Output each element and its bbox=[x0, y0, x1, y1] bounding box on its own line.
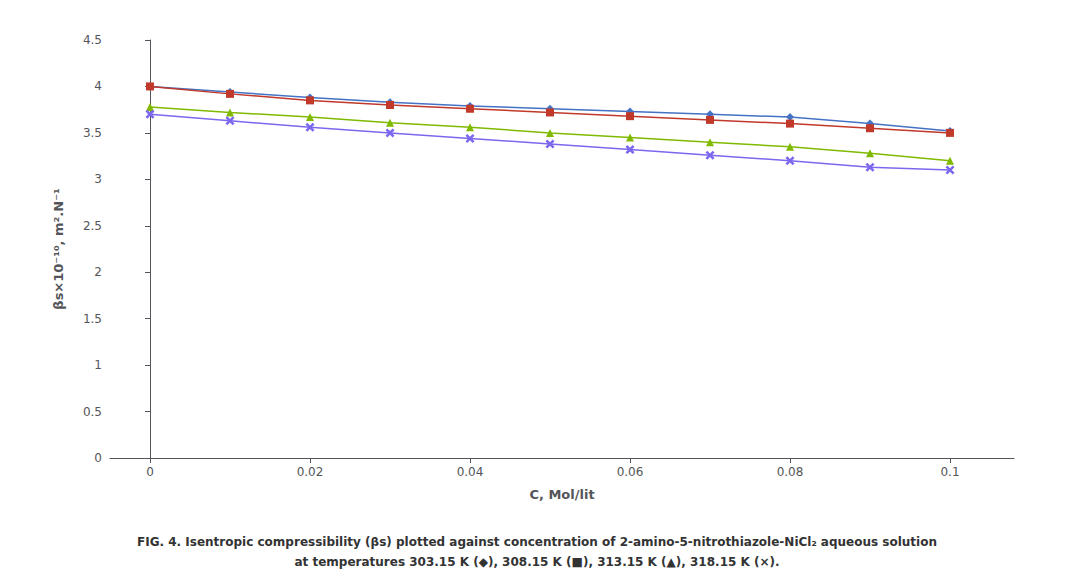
svg-text:C, Mol/lit: C, Mol/lit bbox=[529, 487, 594, 502]
svg-text:FIG. 4. Isentropic compressibi: FIG. 4. Isentropic compressibility (βs) … bbox=[137, 535, 937, 549]
svg-text:0.08: 0.08 bbox=[777, 465, 804, 479]
svg-text:4: 4 bbox=[94, 79, 102, 93]
svg-text:3: 3 bbox=[94, 172, 102, 186]
svg-text:1: 1 bbox=[94, 358, 102, 372]
svg-text:3.5: 3.5 bbox=[83, 126, 102, 140]
svg-text:βs×10⁻¹⁰, m².N⁻¹: βs×10⁻¹⁰, m².N⁻¹ bbox=[51, 188, 66, 309]
svg-text:0: 0 bbox=[94, 451, 102, 465]
svg-text:at temperatures 303.15 K (◆),: at temperatures 303.15 K (◆), 308.15 K (… bbox=[294, 555, 779, 569]
svg-text:2.5: 2.5 bbox=[83, 219, 102, 233]
svg-text:0.02: 0.02 bbox=[297, 465, 324, 479]
svg-text:4.5: 4.5 bbox=[83, 33, 102, 47]
svg-text:0.04: 0.04 bbox=[457, 465, 484, 479]
svg-text:0.5: 0.5 bbox=[83, 405, 102, 419]
svg-text:1.5: 1.5 bbox=[83, 312, 102, 326]
svg-text:2: 2 bbox=[94, 265, 102, 279]
svg-text:0: 0 bbox=[146, 465, 154, 479]
svg-text:0.1: 0.1 bbox=[940, 465, 959, 479]
svg-text:0.06: 0.06 bbox=[617, 465, 644, 479]
